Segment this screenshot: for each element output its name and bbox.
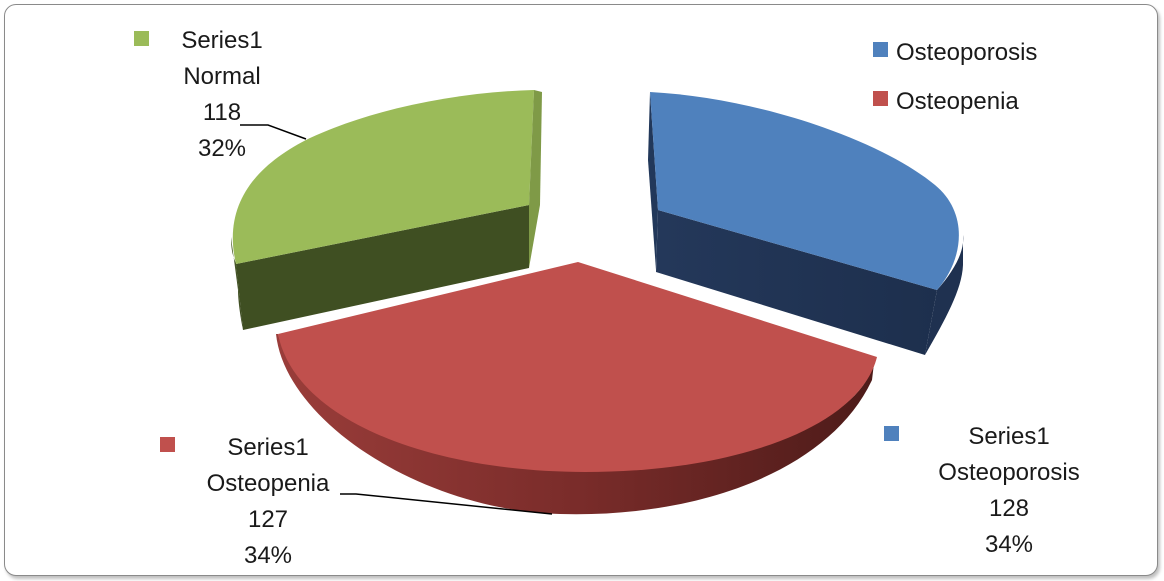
data-label-normal: Series1 Normal 118 32% [134, 27, 263, 162]
data-label-osteoporosis-value: 128 [989, 495, 1029, 522]
data-label-osteoporosis-category: Osteoporosis [938, 459, 1079, 486]
slice-osteopenia[interactable] [276, 262, 877, 515]
data-label-osteopenia-key [160, 437, 175, 452]
data-label-normal-key [134, 31, 149, 46]
slice-normal-rightedge [529, 90, 542, 268]
slice-osteoporosis-top [650, 92, 959, 290]
data-label-osteopenia-value: 127 [248, 506, 288, 533]
slice-osteopenia-top [278, 262, 877, 472]
data-label-normal-value: 118 [203, 99, 241, 126]
legend-entry-osteoporosis[interactable]: Osteoporosis [873, 39, 1037, 66]
legend-entry-osteopenia[interactable]: Osteopenia [873, 88, 1019, 115]
legend: Osteoporosis Osteopenia [873, 39, 1037, 115]
legend-key-osteopenia [873, 91, 888, 106]
data-label-osteoporosis-key [884, 426, 899, 441]
data-label-osteopenia: Series1 Osteopenia 127 34% [160, 434, 330, 569]
data-label-osteopenia-category: Osteopenia [207, 470, 330, 497]
data-label-osteoporosis-series: Series1 [968, 423, 1049, 450]
data-label-normal-series: Series1 [181, 27, 262, 54]
leader-line-normal [240, 124, 307, 140]
slice-normal-top [232, 90, 534, 264]
data-label-osteoporosis-percent: 34% [985, 531, 1033, 558]
data-label-osteopenia-series: Series1 [227, 434, 308, 461]
leader-lines [240, 124, 553, 515]
legend-key-osteoporosis [873, 42, 888, 57]
slice-normal-front [236, 205, 529, 330]
data-label-normal-category: Normal [183, 63, 260, 90]
legend-label-osteopenia: Osteopenia [896, 88, 1019, 115]
slice-osteoporosis-rim [925, 235, 964, 355]
leader-line-osteopenia [340, 493, 553, 515]
data-label-normal-percent: 32% [198, 135, 246, 162]
slice-normal[interactable] [231, 90, 542, 330]
slice-osteoporosis-front [656, 210, 937, 355]
data-label-osteopenia-percent: 34% [244, 542, 292, 569]
legend-label-osteoporosis: Osteoporosis [896, 39, 1037, 66]
slice-osteopenia-side [276, 334, 875, 515]
data-label-osteoporosis: Series1 Osteoporosis 128 34% [884, 423, 1080, 558]
slice-normal-side [231, 237, 243, 330]
slice-osteoporosis-side-inner [648, 92, 658, 270]
slice-osteoporosis[interactable] [648, 92, 964, 355]
